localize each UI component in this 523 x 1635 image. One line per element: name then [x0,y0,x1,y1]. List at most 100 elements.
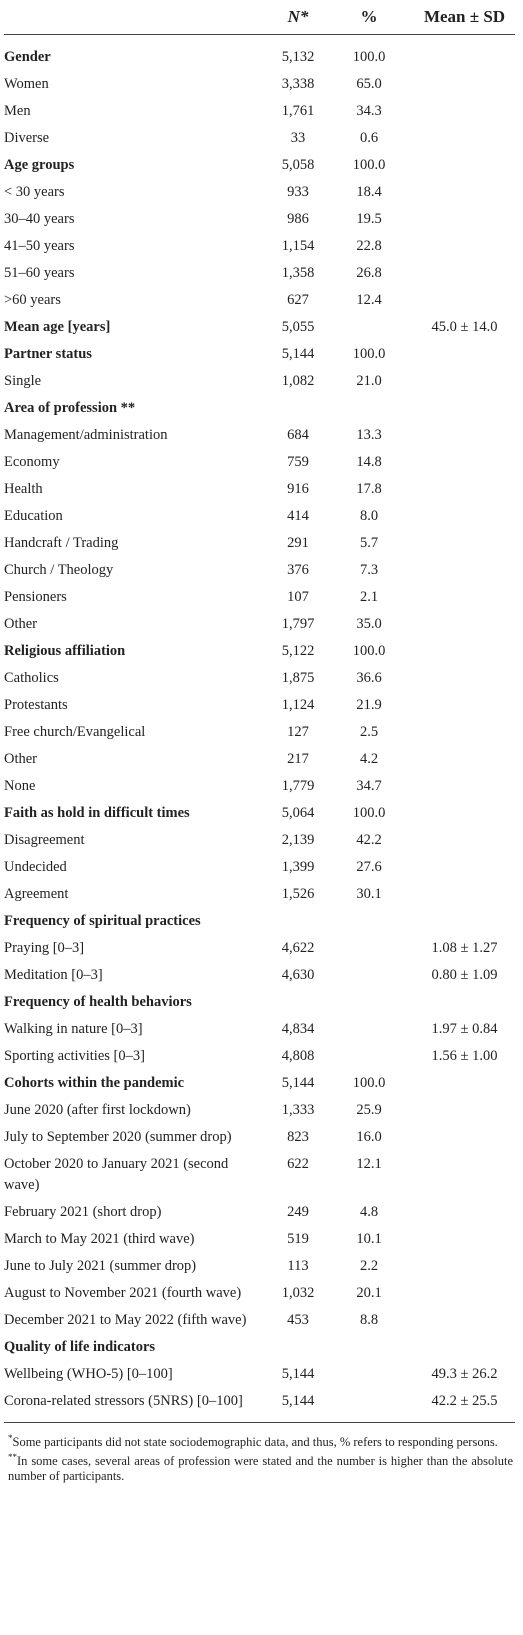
row-label: August to November 2021 (fourth wave) [4,1285,242,1301]
count-cell: 4,622 [281,940,315,956]
count-cell: 217 [287,751,309,767]
row-label: 41–50 years [4,238,75,254]
row-label: 51–60 years [4,265,75,281]
count-cell: 1,797 [281,616,315,632]
percent-cell: 65.0 [356,76,382,92]
row-label: Gender [4,49,51,65]
mean-cell [414,368,515,395]
percent-cell [324,1043,414,1070]
count-cell: 249 [287,1204,309,1220]
row-label: Protestants [4,697,68,713]
section-row: Faith as hold in difficult times 5,064 100… [4,800,515,827]
data-row: Corona-related stressors (5NRS) [0–100] 5… [4,1388,515,1423]
footnote: *Some participants did not state sociode… [8,1433,513,1450]
data-row: 51–60 years 1,358 26.8 [4,260,515,287]
row-label: Cohorts within the pandemic [4,1075,185,1091]
percent-cell: 5.7 [359,535,379,551]
data-row: Management/administration 684 13.3 [4,422,515,449]
row-label: Church / Theology [4,562,114,578]
percent-cell [324,989,414,1016]
header-row: N* % Mean ± SD [4,0,515,35]
row-label: Pensioners [4,589,67,605]
mean-cell: 1.56 ± 1.00 [431,1048,498,1064]
row-label: Frequency of health behaviors [4,994,192,1010]
mean-cell [414,98,515,125]
percent-cell: 16.0 [356,1129,382,1145]
mean-cell [414,1199,515,1226]
percent-cell: 13.3 [356,427,382,443]
percent-cell [324,1016,414,1043]
count-cell: 291 [287,535,309,551]
row-label: Other [4,616,38,632]
data-row: Health 916 17.8 [4,476,515,503]
footnote-mark: ** [8,1451,17,1462]
row-label: June to July 2021 (summer drop) [4,1258,197,1274]
row-label: Partner status [4,346,92,362]
count-cell: 414 [287,508,309,524]
section-row: Mean age [years] 5,055 45.0 ± 14.0 [4,314,515,341]
count-cell: 376 [287,562,309,578]
percent-cell: 36.6 [356,670,382,686]
percent-cell [324,314,414,341]
row-label: Diverse [4,130,50,146]
row-label: Health [4,481,43,497]
percent-cell: 21.0 [356,373,382,389]
row-label: Economy [4,454,60,470]
mean-cell [414,665,515,692]
mean-cell [414,179,515,206]
data-row: Women 3,338 65.0 [4,71,515,98]
mean-cell [414,1151,515,1199]
count-cell: 1,358 [281,265,315,281]
row-label: Management/administration [4,427,168,443]
percent-cell: 34.7 [356,778,382,794]
row-label: Disagreement [4,832,85,848]
mean-cell [414,1307,515,1334]
count-cell: 684 [287,427,309,443]
mean-cell [414,503,515,530]
mean-cell [414,476,515,503]
table-body: Gender 5,132 100.0 Women 3,338 65.0 Men 1,761 34… [4,35,515,1423]
footnotes: *Some participants did not state sociode… [8,1433,513,1484]
percent-cell: 22.8 [356,238,382,254]
count-cell [272,908,324,935]
data-table: N* % Mean ± SD Gender 5,132 100.0 Women 3,33… [4,0,515,1423]
data-row: October 2020 to January 2021 (second wav… [4,1151,515,1199]
count-cell: 3,338 [281,76,315,92]
percent-cell: 21.9 [356,697,382,713]
data-row: Catholics 1,875 36.6 [4,665,515,692]
mean-cell: 45.0 ± 14.0 [431,319,498,335]
data-row: Other 217 4.2 [4,746,515,773]
mean-cell [414,584,515,611]
data-row: December 2021 to May 2022 (fifth wave) 45… [4,1307,515,1334]
count-cell: 1,399 [281,859,315,875]
mean-cell: 0.80 ± 1.09 [431,967,498,983]
row-label: Women [4,76,49,92]
mean-cell: 1.08 ± 1.27 [431,940,498,956]
row-label: March to May 2021 (third wave) [4,1231,195,1247]
data-row: Sporting activities [0–3] 4,808 1.56 ± 1.0… [4,1043,515,1070]
row-label: Praying [0–3] [4,940,85,956]
mean-cell [414,1124,515,1151]
row-label: Free church/Evangelical [4,724,146,740]
mean-cell [414,1070,515,1097]
count-cell: 933 [287,184,309,200]
percent-cell: 14.8 [356,454,382,470]
count-cell: 4,630 [281,967,315,983]
percent-cell: 10.1 [356,1231,382,1247]
percent-cell: 0.6 [359,130,379,146]
data-row: Agreement 1,526 30.1 [4,881,515,908]
count-cell: 1,032 [281,1285,315,1301]
percent-cell: 12.1 [356,1156,382,1172]
mean-cell [414,125,515,152]
data-row: Undecided 1,399 27.6 [4,854,515,881]
count-cell [272,1334,324,1361]
mean-cell [414,1280,515,1307]
mean-cell [414,1334,515,1361]
data-row: Single 1,082 21.0 [4,368,515,395]
header-cell: % [324,0,414,35]
count-cell: 5,144 [281,1075,315,1091]
section-row: Area of profession ** [4,395,515,422]
percent-cell: 4.2 [359,751,379,767]
data-row: 30–40 years 986 19.5 [4,206,515,233]
count-cell: 5,132 [281,49,315,65]
